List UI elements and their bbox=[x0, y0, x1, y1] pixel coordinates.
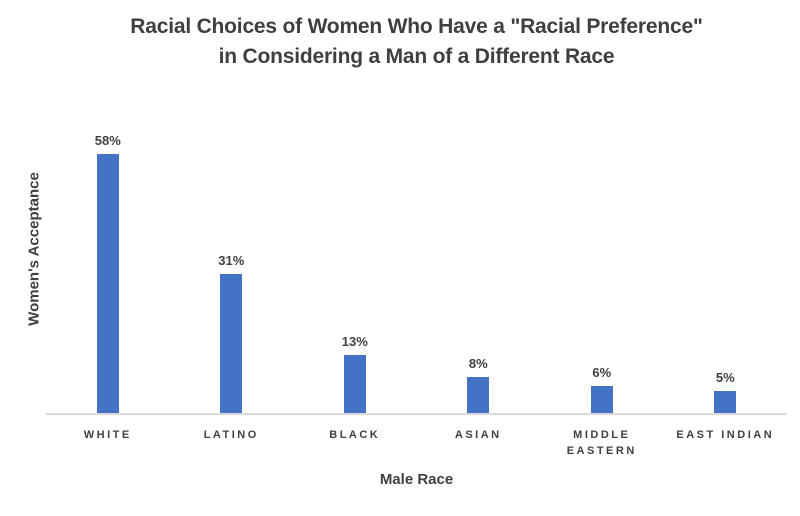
data-label: 13% bbox=[341, 334, 368, 349]
data-label: 31% bbox=[218, 253, 245, 268]
chart-title-line2: in Considering a Man of a Different Race bbox=[218, 45, 615, 68]
bar bbox=[467, 377, 490, 413]
x-axis-labels: WHITE LATINO BLACK ASIAN MIDDLE EASTERN EAST … bbox=[46, 427, 787, 459]
data-label: 58% bbox=[94, 133, 121, 148]
bar-column-latino: 31% bbox=[170, 100, 294, 413]
bar bbox=[96, 154, 119, 413]
data-label: 8% bbox=[468, 356, 488, 371]
bar-column-middle-eastern: 6% bbox=[540, 100, 664, 413]
x-axis-category-label: ASIAN bbox=[454, 429, 502, 441]
x-axis-title: Male Race bbox=[379, 471, 454, 488]
chart-title: Racial Choices of Women Who Have a "Raci… bbox=[46, 12, 787, 72]
x-axis-category-label: BLACK bbox=[329, 429, 381, 441]
x-axis-line bbox=[46, 413, 787, 415]
chart-title-line1: Racial Choices of Women Who Have a "Raci… bbox=[130, 15, 703, 38]
bar-column-white: 58% bbox=[46, 100, 170, 413]
bar bbox=[343, 355, 366, 413]
bar bbox=[220, 274, 243, 413]
x-axis-category-label: LATINO bbox=[203, 429, 259, 441]
bar bbox=[590, 386, 613, 413]
plot-area: 58% 31% 13% 8% 6% 5% bbox=[46, 100, 787, 413]
x-axis-category-label: MIDDLE EASTERN bbox=[566, 429, 637, 457]
bar-column-asian: 8% bbox=[417, 100, 541, 413]
bar bbox=[714, 391, 737, 413]
data-label: 5% bbox=[715, 370, 735, 385]
x-axis-category-label: WHITE bbox=[83, 429, 132, 441]
data-label: 6% bbox=[592, 365, 612, 380]
bar-column-black: 13% bbox=[293, 100, 417, 413]
y-axis-title: Women's Acceptance bbox=[25, 172, 43, 326]
bar-column-east-indian: 5% bbox=[664, 100, 788, 413]
x-axis-category-label: EAST INDIAN bbox=[676, 429, 775, 441]
